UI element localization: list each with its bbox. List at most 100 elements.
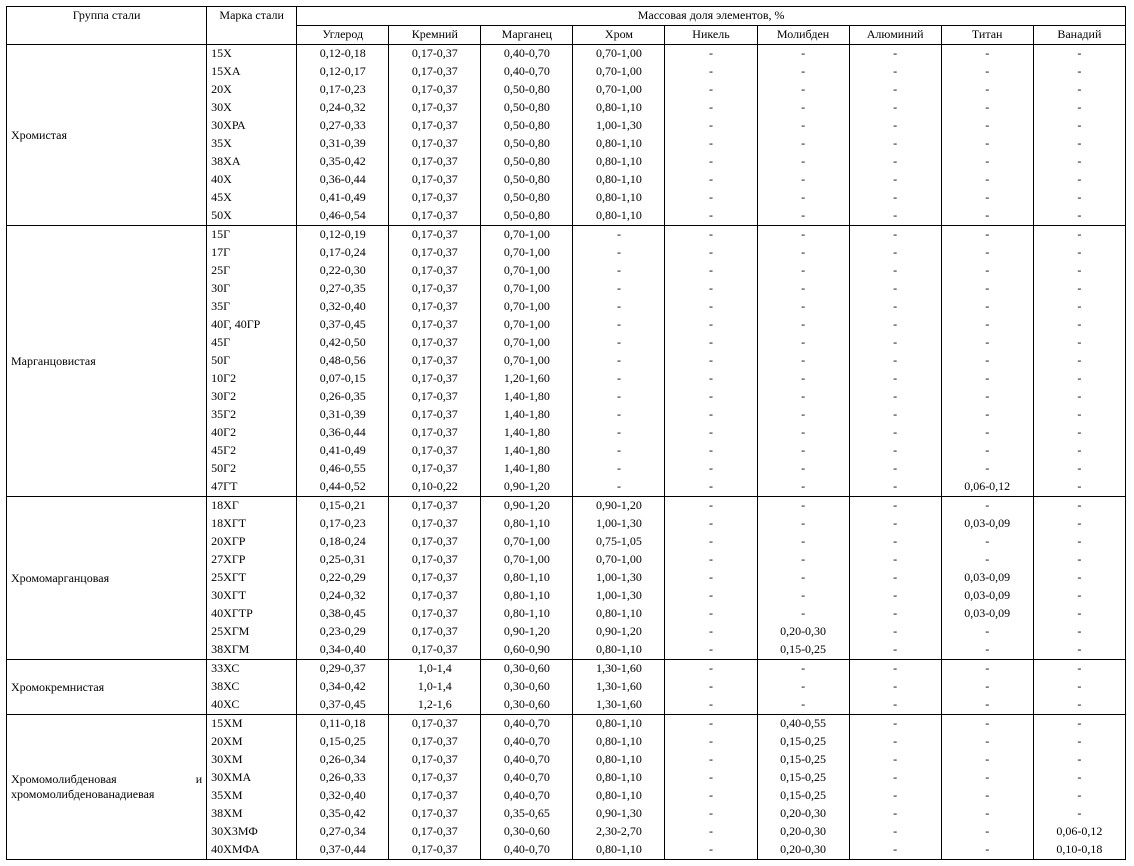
aluminium-cell: - bbox=[849, 478, 941, 497]
nickel-cell: - bbox=[665, 623, 757, 641]
silicon-cell: 1,0-1,4 bbox=[389, 660, 481, 679]
carbon-cell: 0,41-0,49 bbox=[297, 442, 389, 460]
manganese-cell: 0,90-1,20 bbox=[481, 623, 573, 641]
aluminium-cell: - bbox=[849, 207, 941, 226]
manganese-cell: 0,50-0,80 bbox=[481, 117, 573, 135]
molybdenum-cell: 0,40-0,55 bbox=[757, 715, 849, 734]
chromium-cell: 0,90-1,30 bbox=[573, 805, 665, 823]
silicon-cell: 0,17-0,37 bbox=[389, 623, 481, 641]
chromium-cell: - bbox=[573, 262, 665, 280]
aluminium-cell: - bbox=[849, 769, 941, 787]
molybdenum-cell: - bbox=[757, 406, 849, 424]
vanadium-cell: - bbox=[1033, 117, 1125, 135]
molybdenum-cell: - bbox=[757, 388, 849, 406]
silicon-cell: 0,17-0,37 bbox=[389, 569, 481, 587]
aluminium-cell: - bbox=[849, 262, 941, 280]
aluminium-cell: - bbox=[849, 424, 941, 442]
aluminium-cell: - bbox=[849, 515, 941, 533]
nickel-cell: - bbox=[665, 81, 757, 99]
nickel-cell: - bbox=[665, 298, 757, 316]
chromium-cell: 1,30-1,60 bbox=[573, 678, 665, 696]
molybdenum-cell: - bbox=[757, 605, 849, 623]
mark-cell: 30ХРА bbox=[207, 117, 297, 135]
mark-cell: 40Х bbox=[207, 171, 297, 189]
chromium-cell: 0,80-1,10 bbox=[573, 715, 665, 734]
nickel-cell: - bbox=[665, 316, 757, 334]
mark-cell: 38ХС bbox=[207, 678, 297, 696]
chromium-cell: 1,00-1,30 bbox=[573, 515, 665, 533]
silicon-cell: 0,17-0,37 bbox=[389, 769, 481, 787]
titanium-cell: - bbox=[941, 841, 1033, 860]
titanium-cell: - bbox=[941, 805, 1033, 823]
vanadium-cell: - bbox=[1033, 370, 1125, 388]
silicon-cell: 0,17-0,37 bbox=[389, 424, 481, 442]
nickel-cell: - bbox=[665, 135, 757, 153]
nickel-cell: - bbox=[665, 171, 757, 189]
chromium-cell: 0,80-1,10 bbox=[573, 99, 665, 117]
nickel-cell: - bbox=[665, 280, 757, 298]
nickel-cell: - bbox=[665, 733, 757, 751]
manganese-cell: 0,50-0,80 bbox=[481, 135, 573, 153]
manganese-cell: 0,80-1,10 bbox=[481, 569, 573, 587]
vanadium-cell: - bbox=[1033, 660, 1125, 679]
molybdenum-cell: 0,15-0,25 bbox=[757, 769, 849, 787]
carbon-cell: 0,29-0,37 bbox=[297, 660, 389, 679]
molybdenum-cell: - bbox=[757, 189, 849, 207]
chromium-cell: - bbox=[573, 298, 665, 316]
mark-cell: 25ХГМ bbox=[207, 623, 297, 641]
nickel-cell: - bbox=[665, 751, 757, 769]
nickel-cell: - bbox=[665, 641, 757, 660]
mark-cell: 35ХМ bbox=[207, 787, 297, 805]
col-header-manganese: Марганец bbox=[481, 26, 573, 45]
mark-cell: 50Г bbox=[207, 352, 297, 370]
mark-cell: 40ХГТР bbox=[207, 605, 297, 623]
manganese-cell: 0,30-0,60 bbox=[481, 678, 573, 696]
carbon-cell: 0,22-0,29 bbox=[297, 569, 389, 587]
nickel-cell: - bbox=[665, 715, 757, 734]
vanadium-cell: - bbox=[1033, 207, 1125, 226]
nickel-cell: - bbox=[665, 605, 757, 623]
titanium-cell: - bbox=[941, 370, 1033, 388]
silicon-cell: 0,17-0,37 bbox=[389, 460, 481, 478]
titanium-cell: - bbox=[941, 262, 1033, 280]
silicon-cell: 0,17-0,37 bbox=[389, 497, 481, 516]
silicon-cell: 0,17-0,37 bbox=[389, 733, 481, 751]
vanadium-cell: - bbox=[1033, 99, 1125, 117]
molybdenum-cell: - bbox=[757, 45, 849, 64]
manganese-cell: 1,40-1,80 bbox=[481, 406, 573, 424]
manganese-cell: 0,40-0,70 bbox=[481, 45, 573, 64]
table-row: Хромистая15Х0,12-0,180,17-0,370,40-0,700… bbox=[7, 45, 1126, 64]
table-header: Группа стали Марка стали Массовая доля э… bbox=[7, 7, 1126, 45]
chromium-cell: 0,80-1,10 bbox=[573, 171, 665, 189]
chromium-cell: 0,70-1,00 bbox=[573, 551, 665, 569]
titanium-cell: 0,03-0,09 bbox=[941, 515, 1033, 533]
carbon-cell: 0,46-0,54 bbox=[297, 207, 389, 226]
nickel-cell: - bbox=[665, 551, 757, 569]
carbon-cell: 0,38-0,45 bbox=[297, 605, 389, 623]
mark-cell: 30ХГТ bbox=[207, 587, 297, 605]
mark-cell: 45Г bbox=[207, 334, 297, 352]
titanium-cell: - bbox=[941, 823, 1033, 841]
mark-cell: 20Х bbox=[207, 81, 297, 99]
titanium-cell: 0,06-0,12 bbox=[941, 478, 1033, 497]
silicon-cell: 0,17-0,37 bbox=[389, 171, 481, 189]
carbon-cell: 0,34-0,40 bbox=[297, 641, 389, 660]
mark-cell: 25Г bbox=[207, 262, 297, 280]
molybdenum-cell: 0,15-0,25 bbox=[757, 733, 849, 751]
aluminium-cell: - bbox=[849, 442, 941, 460]
aluminium-cell: - bbox=[849, 696, 941, 715]
titanium-cell: - bbox=[941, 117, 1033, 135]
manganese-cell: 0,90-1,20 bbox=[481, 497, 573, 516]
carbon-cell: 0,25-0,31 bbox=[297, 551, 389, 569]
mark-cell: 20ХГР bbox=[207, 533, 297, 551]
nickel-cell: - bbox=[665, 696, 757, 715]
nickel-cell: - bbox=[665, 497, 757, 516]
manganese-cell: 0,70-1,00 bbox=[481, 533, 573, 551]
nickel-cell: - bbox=[665, 587, 757, 605]
aluminium-cell: - bbox=[849, 551, 941, 569]
titanium-cell: - bbox=[941, 298, 1033, 316]
chromium-cell: 1,00-1,30 bbox=[573, 587, 665, 605]
titanium-cell: - bbox=[941, 244, 1033, 262]
titanium-cell: - bbox=[941, 551, 1033, 569]
vanadium-cell: - bbox=[1033, 478, 1125, 497]
